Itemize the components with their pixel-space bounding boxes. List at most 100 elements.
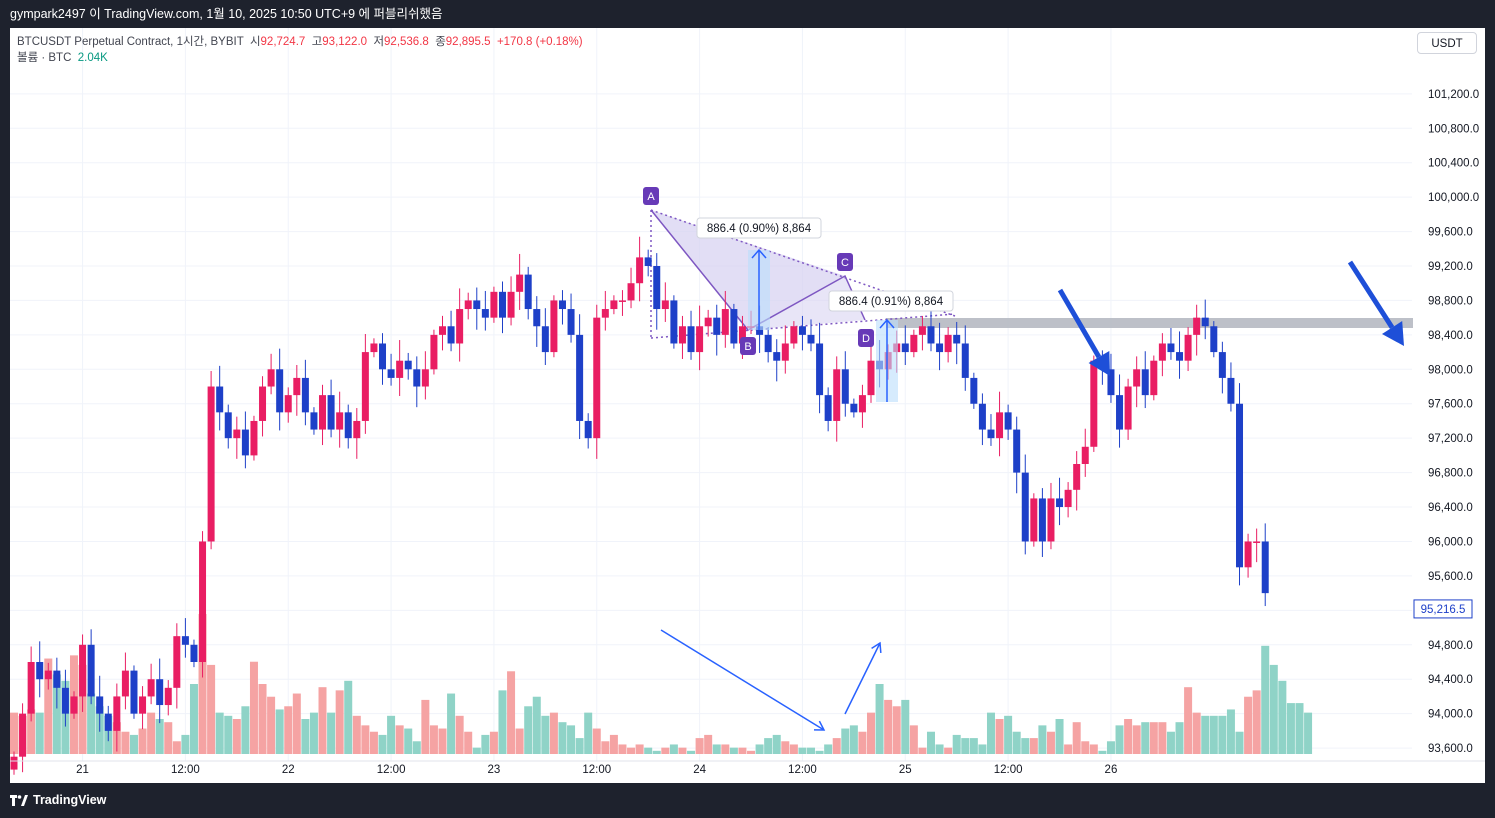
volume-bar bbox=[567, 725, 576, 754]
measure-label-top: 886.4 (0.90%) 8,864 bbox=[696, 217, 822, 239]
time-tick-label: 12:00 bbox=[171, 764, 200, 776]
volume-bar bbox=[926, 731, 935, 754]
volume-bar bbox=[352, 715, 361, 754]
volume-label: 볼륨 · BTC bbox=[17, 52, 72, 64]
candle-body bbox=[396, 360, 404, 378]
volume-bar bbox=[764, 738, 773, 754]
volume-bar bbox=[609, 734, 618, 754]
volume-bar bbox=[1012, 731, 1021, 754]
candle-body bbox=[901, 343, 909, 353]
candle-body bbox=[618, 300, 626, 302]
price-tick-label: 98,800.0 bbox=[1428, 295, 1473, 307]
candle-body bbox=[858, 395, 866, 413]
volume-bar bbox=[472, 747, 481, 754]
brand-name: TradingView bbox=[33, 793, 107, 807]
volume-bar bbox=[1124, 719, 1133, 754]
candle-body bbox=[250, 420, 258, 456]
candle-body bbox=[1107, 369, 1115, 396]
volume-bar bbox=[1064, 744, 1073, 754]
price-tick-label: 95,600.0 bbox=[1428, 571, 1473, 583]
volume-bar bbox=[1132, 725, 1141, 754]
candle-body bbox=[53, 670, 61, 688]
candle-body bbox=[927, 326, 935, 344]
candle-body bbox=[44, 670, 52, 680]
candle-body bbox=[87, 644, 95, 697]
volume-bar bbox=[712, 744, 721, 754]
candle-body bbox=[1038, 498, 1046, 542]
volume-bar bbox=[995, 719, 1004, 754]
candle-body bbox=[944, 334, 952, 353]
candle-body bbox=[910, 334, 918, 353]
volume-bar bbox=[678, 747, 687, 754]
point-label-b: B bbox=[740, 337, 756, 355]
candle-body bbox=[507, 291, 515, 318]
volume-bar bbox=[1184, 687, 1193, 754]
volume-bar bbox=[695, 738, 704, 754]
candle-body bbox=[704, 317, 712, 327]
volume-bar bbox=[181, 734, 190, 754]
svg-text:D: D bbox=[862, 333, 870, 345]
candle-body bbox=[1210, 326, 1218, 353]
volume-bar bbox=[815, 750, 824, 754]
candle-body bbox=[173, 636, 181, 688]
volume-bar bbox=[1115, 725, 1124, 754]
volume-bar bbox=[361, 725, 370, 754]
candle-body bbox=[370, 343, 378, 353]
price-tick-label: 96,400.0 bbox=[1428, 502, 1473, 514]
candle-body bbox=[738, 326, 746, 344]
candle-body bbox=[481, 309, 489, 318]
volume-bar bbox=[892, 706, 901, 754]
volume-bar bbox=[884, 699, 893, 754]
price-chart[interactable]: 886.4 (0.90%) 8,864 886.4 (0.91%) 8,864 A B… bbox=[10, 28, 1485, 783]
candle-body bbox=[473, 300, 481, 310]
candle-body bbox=[687, 326, 695, 353]
volume-bar bbox=[1201, 715, 1210, 754]
volume-bar bbox=[841, 728, 850, 754]
volume-bar bbox=[858, 731, 867, 754]
volume-bar bbox=[35, 712, 44, 754]
volume-bar bbox=[121, 731, 130, 754]
candle-body bbox=[1090, 360, 1098, 447]
volume-bar bbox=[1106, 741, 1115, 754]
candle-body bbox=[1193, 317, 1201, 335]
candle-body bbox=[516, 274, 524, 292]
candle-body bbox=[421, 369, 429, 387]
volume-bar bbox=[1175, 722, 1184, 754]
price-tick-label: 94,800.0 bbox=[1428, 640, 1473, 652]
candle-body bbox=[918, 326, 926, 335]
volume-bar bbox=[875, 684, 884, 754]
volume-bar bbox=[215, 712, 224, 754]
candle-body bbox=[498, 291, 506, 318]
candle-body bbox=[404, 360, 412, 370]
currency-button[interactable]: USDT bbox=[1417, 32, 1477, 54]
volume-bar bbox=[438, 728, 447, 754]
chart-panel[interactable]: 886.4 (0.90%) 8,864 886.4 (0.91%) 8,864 A B… bbox=[10, 28, 1485, 783]
candle-body bbox=[1176, 352, 1184, 361]
volume-bar bbox=[592, 728, 601, 754]
candle-body bbox=[1253, 541, 1261, 543]
candle-body bbox=[319, 395, 327, 430]
candle-body bbox=[1201, 317, 1209, 327]
candle-body bbox=[387, 369, 395, 378]
svg-text:A: A bbox=[647, 191, 655, 203]
candle-body bbox=[610, 300, 618, 310]
volume-bar bbox=[395, 725, 404, 754]
volume-bar bbox=[455, 715, 464, 754]
candle-body bbox=[147, 679, 155, 697]
volume-bar bbox=[172, 741, 181, 754]
candle-body bbox=[567, 309, 575, 335]
candle-body bbox=[824, 395, 832, 421]
volume-bar bbox=[10, 712, 18, 754]
candle-body bbox=[696, 326, 704, 353]
volume-bar bbox=[1038, 725, 1047, 754]
candle-body bbox=[276, 369, 284, 413]
volume-bar bbox=[669, 744, 678, 754]
candle-body bbox=[327, 395, 335, 430]
volume-bar bbox=[601, 741, 610, 754]
volume-bar bbox=[944, 747, 953, 754]
candle-body bbox=[807, 334, 815, 344]
time-tick-label: 12:00 bbox=[377, 764, 406, 776]
candle-body bbox=[850, 403, 858, 413]
candle-body bbox=[447, 326, 455, 344]
volume-bar bbox=[224, 715, 233, 754]
